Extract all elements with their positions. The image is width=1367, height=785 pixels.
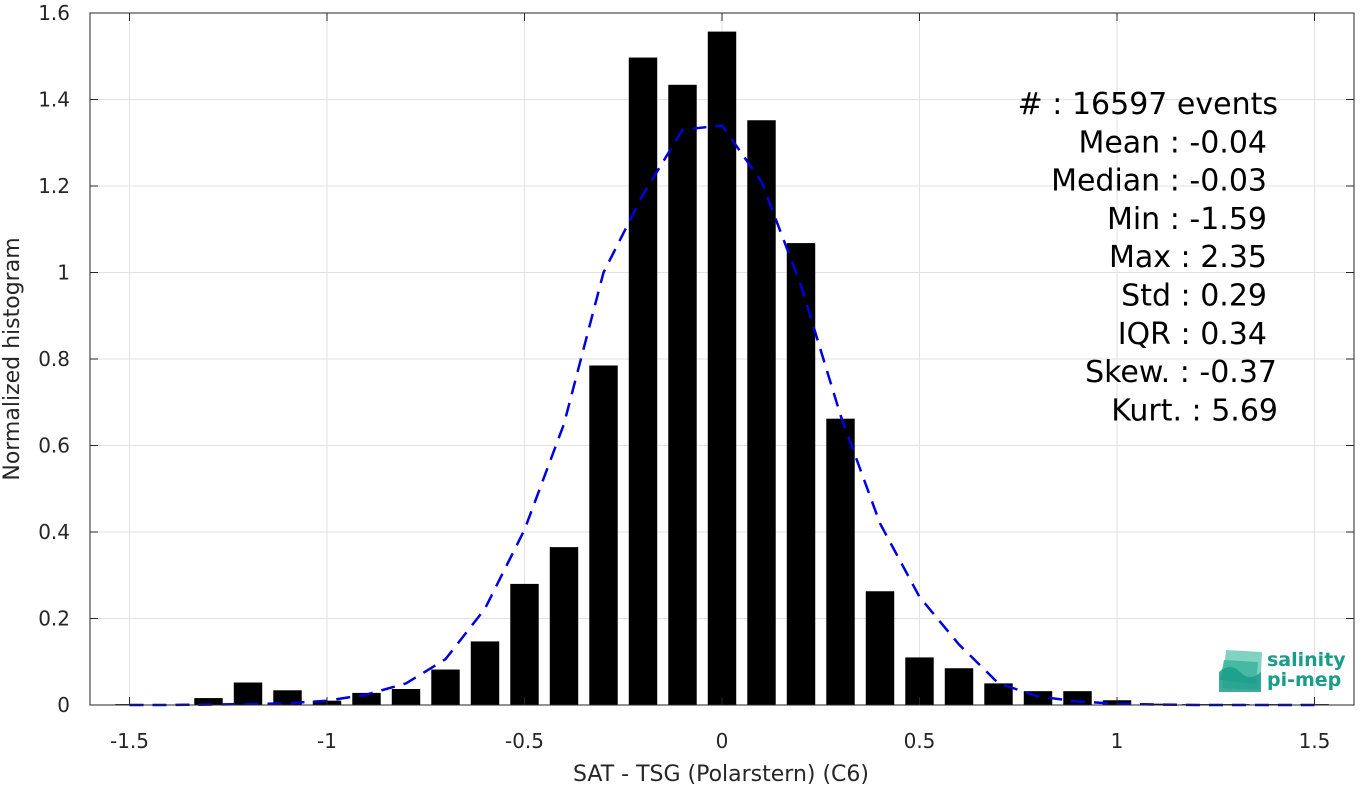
y-tick-label: 0.4 bbox=[38, 520, 70, 544]
x-tick-label: -1 bbox=[317, 729, 337, 753]
y-tick-label: 0 bbox=[57, 693, 70, 717]
histogram-bar bbox=[707, 31, 737, 706]
stats-line: # : 16597 events bbox=[1018, 87, 1278, 122]
x-axis-label: SAT - TSG (Polarstern) (C6) bbox=[573, 762, 869, 785]
y-tick-label: 1 bbox=[57, 261, 70, 285]
x-tick-label: 1 bbox=[1111, 729, 1124, 753]
y-tick-label: 0.2 bbox=[38, 607, 70, 631]
x-tick-label: 1.5 bbox=[1299, 729, 1331, 753]
histogram-bar bbox=[1142, 703, 1171, 705]
histogram-bar bbox=[984, 683, 1013, 705]
histogram-bar bbox=[668, 84, 697, 706]
y-tick-label: 1.4 bbox=[38, 88, 70, 112]
histogram-bar bbox=[1063, 691, 1092, 705]
stats-line: Median : -0.03 bbox=[1051, 164, 1267, 199]
stats-line: Min : -1.59 bbox=[1107, 202, 1267, 237]
histogram-bar bbox=[628, 57, 658, 706]
y-tick-label: 0.6 bbox=[38, 434, 70, 458]
x-tick-label: -0.5 bbox=[505, 729, 544, 753]
x-tick-label: 0.5 bbox=[904, 729, 936, 753]
plot-frame bbox=[89, 12, 1355, 706]
histogram-bar bbox=[233, 682, 263, 705]
x-tick-label: 0 bbox=[716, 729, 729, 753]
histogram-bar bbox=[944, 668, 974, 705]
stats-line: Mean : -0.04 bbox=[1078, 125, 1267, 160]
axes-layer bbox=[89, 12, 1355, 706]
histogram-bar bbox=[549, 547, 579, 705]
stats-line: IQR : 0.34 bbox=[1118, 317, 1267, 352]
histogram-bar bbox=[194, 698, 223, 705]
logo-mark-icon bbox=[1219, 650, 1262, 692]
histogram-bar bbox=[747, 120, 776, 705]
logo-line2: pi-mep bbox=[1267, 669, 1341, 691]
stats-line: Std : 0.29 bbox=[1121, 279, 1267, 314]
stats-line: Skew. : -0.37 bbox=[1085, 355, 1277, 390]
histogram-bar bbox=[786, 243, 816, 705]
histogram-bar bbox=[273, 690, 302, 705]
bars-layer bbox=[115, 31, 1329, 706]
y-tick-label: 0.8 bbox=[38, 347, 70, 371]
tick-labels-layer: -1.5 -1 -0.5 0 0.5 1 1.5 0 0.2 0.4 0.6 0.8 1 1.2 1.4 1.… bbox=[38, 1, 1330, 753]
y-tick-label: 1.6 bbox=[38, 1, 70, 25]
y-axis-label: Normalized histogram bbox=[0, 237, 25, 480]
histogram-bar bbox=[510, 583, 539, 705]
stats-line: Kurt. : 5.69 bbox=[1111, 393, 1278, 428]
logo-line1: salinity bbox=[1267, 649, 1346, 671]
y-tick-label: 1.2 bbox=[38, 174, 70, 198]
histogram-bar bbox=[826, 418, 855, 705]
histogram-bar bbox=[391, 688, 421, 705]
x-tick-label: -1.5 bbox=[110, 729, 149, 753]
histogram-bar bbox=[865, 591, 895, 705]
histogram-bar bbox=[470, 641, 500, 705]
histogram-bar bbox=[589, 365, 618, 705]
stats-line: Max : 2.35 bbox=[1109, 240, 1267, 275]
histogram-bar bbox=[431, 669, 460, 705]
salinity-pi-mep-logo: salinity pi-mep bbox=[1219, 649, 1346, 692]
